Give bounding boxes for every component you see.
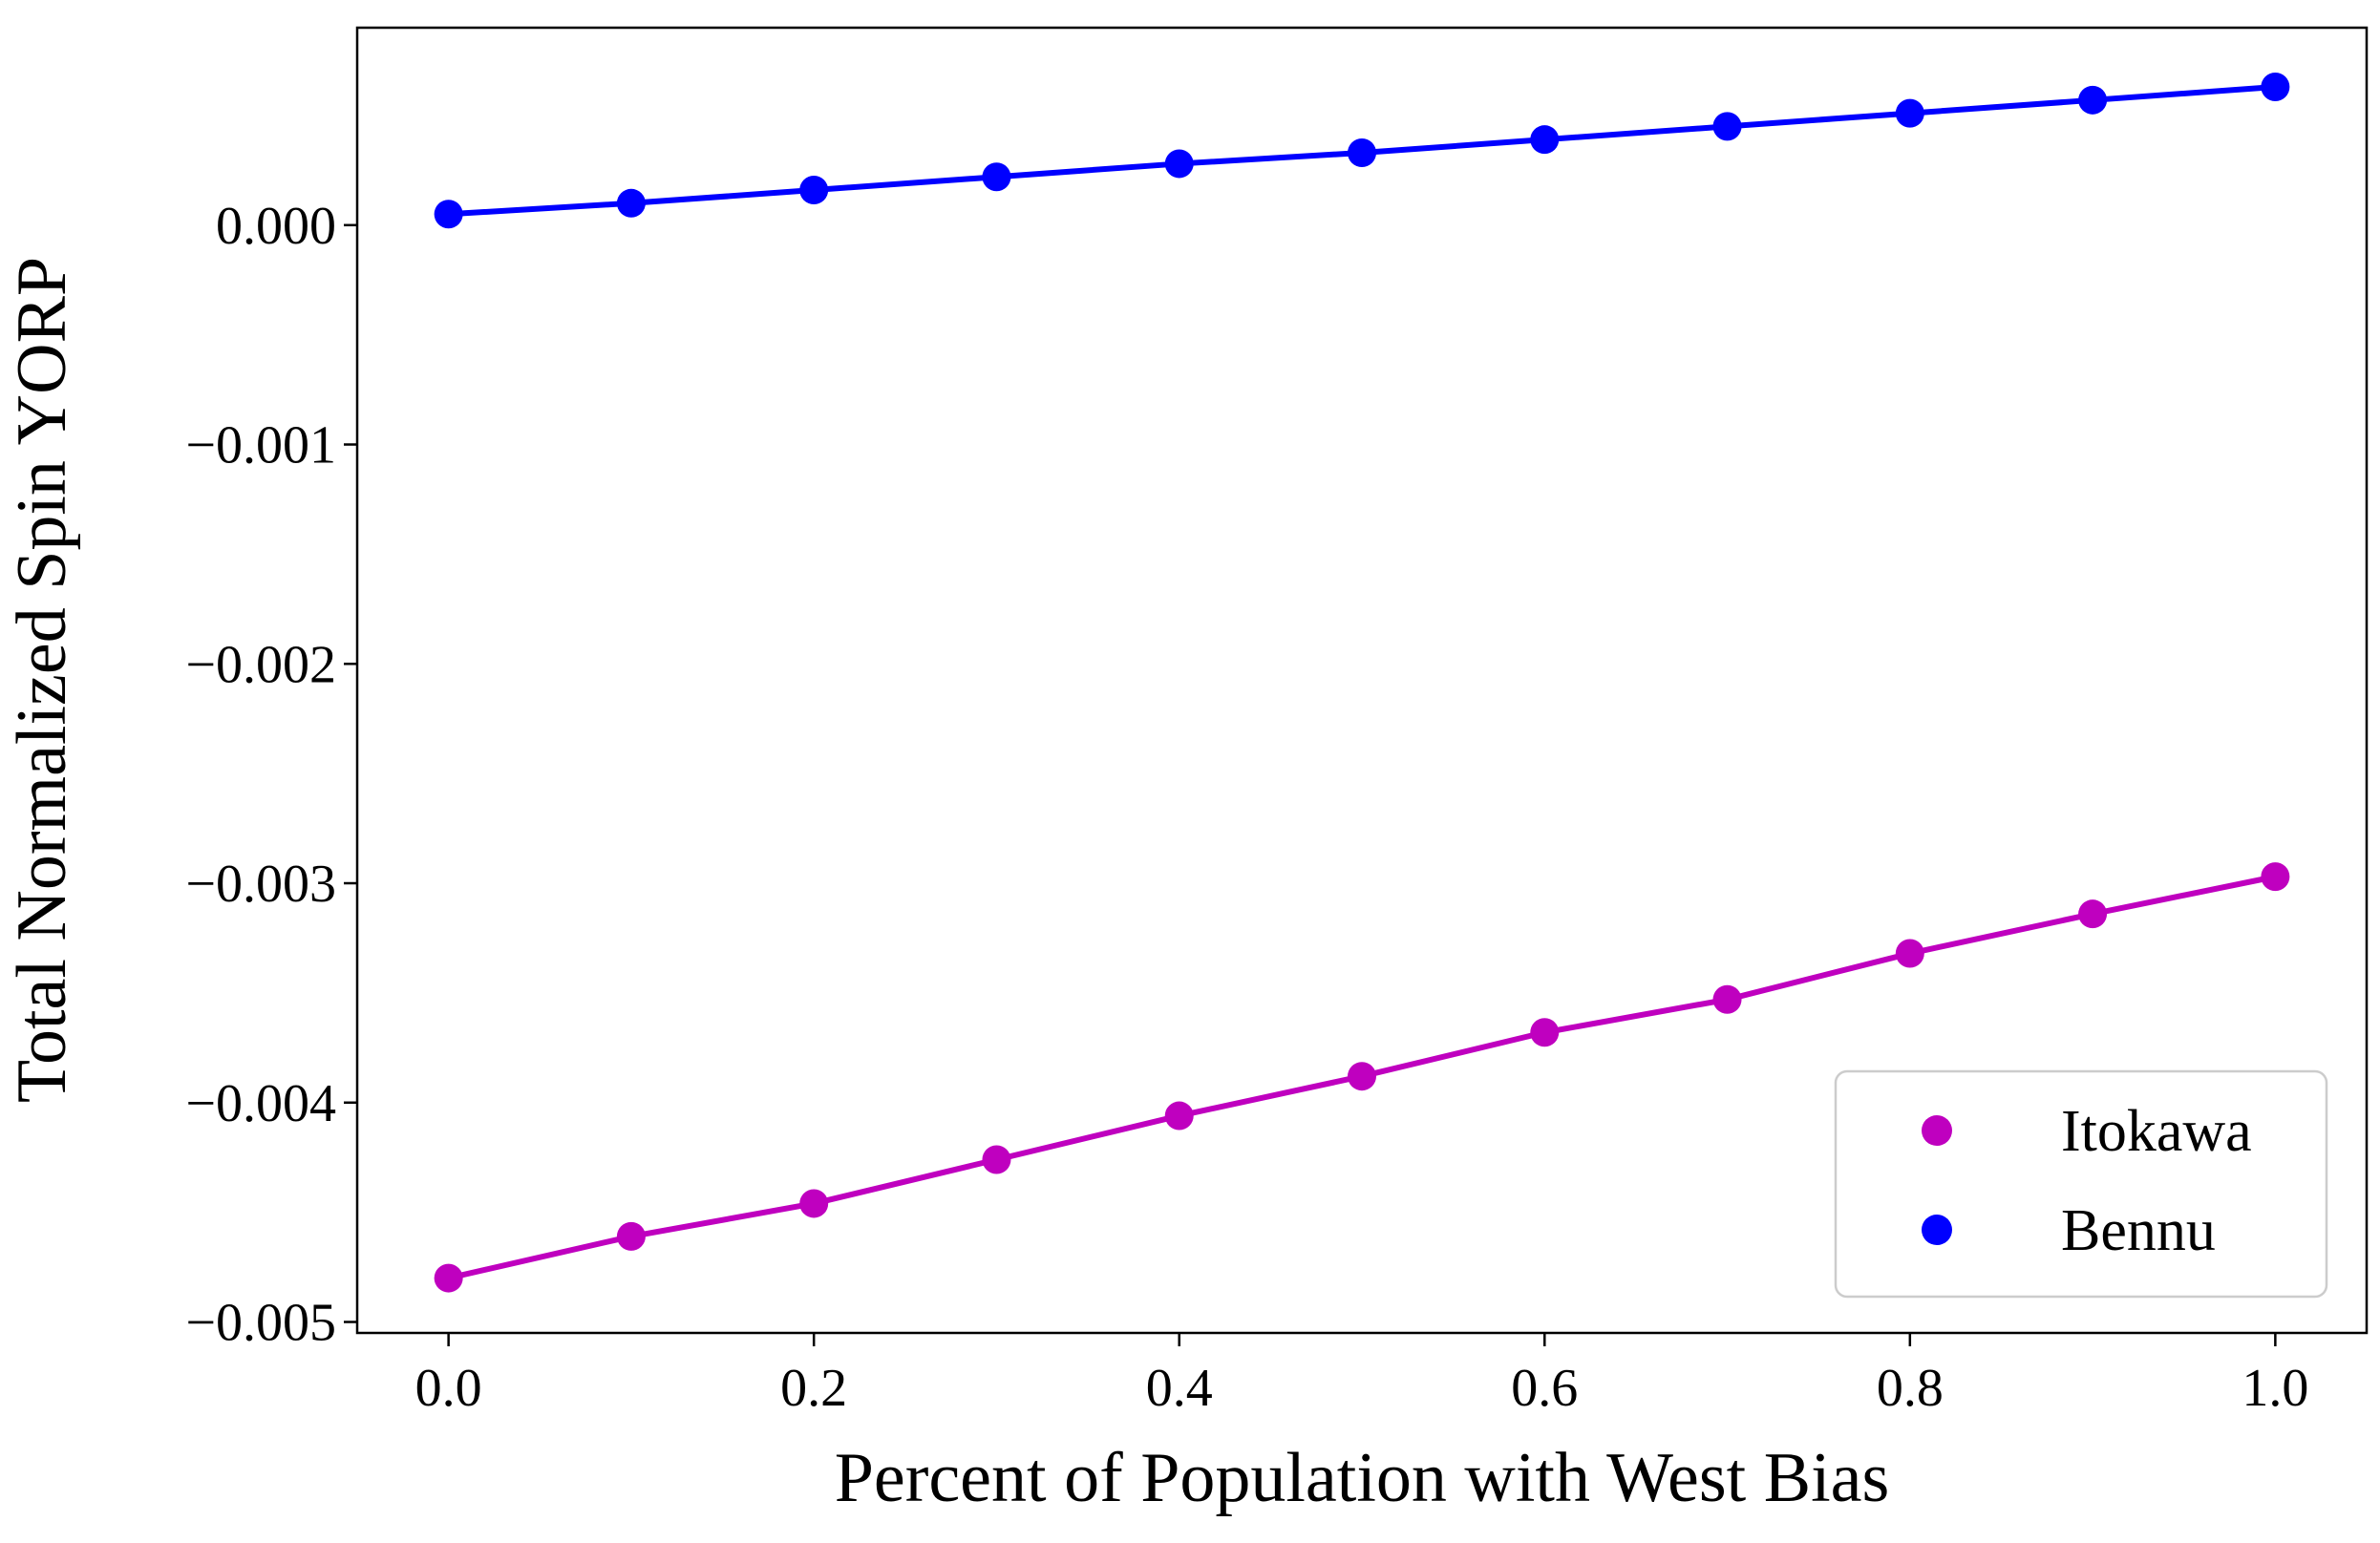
data-point-itokawa	[1895, 939, 1924, 968]
data-point-bennu	[434, 200, 463, 229]
series-layer	[434, 73, 2290, 1293]
y-tick-label: −0.002	[185, 635, 336, 694]
y-axis-ticks: 0.000 −0.001 −0.002 −0.003 −0.004 −0.005	[185, 197, 357, 1353]
y-tick-label: −0.001	[185, 416, 336, 476]
x-tick-label: 0.4	[1146, 1359, 1213, 1418]
data-point-itokawa	[1530, 1018, 1560, 1047]
data-point-bennu	[1348, 137, 1376, 167]
x-tick-label: 0.8	[1877, 1359, 1944, 1418]
data-point-itokawa	[2078, 899, 2108, 929]
data-point-bennu	[616, 188, 646, 218]
data-point-bennu	[799, 176, 829, 205]
series-itokawa	[434, 862, 2290, 1293]
data-point-itokawa	[434, 1263, 463, 1293]
x-tick-label: 0.0	[415, 1359, 482, 1418]
data-point-bennu	[1530, 125, 1560, 155]
data-point-itokawa	[1348, 1062, 1376, 1091]
data-point-bennu	[2261, 73, 2290, 102]
x-tick-label: 0.6	[1511, 1359, 1578, 1418]
legend-frame	[1834, 1069, 2328, 1299]
data-point-itokawa	[982, 1145, 1011, 1174]
x-axis-ticks: 0.0 0.2 0.4 0.6 0.8 1.0	[415, 1333, 2308, 1418]
legend-label-bennu: Bennu	[2061, 1198, 2216, 1263]
data-point-bennu	[1895, 98, 1924, 128]
y-axis-title: Total Normalized Spin YORP	[3, 257, 81, 1103]
series-bennu	[434, 73, 2290, 229]
data-point-itokawa	[2261, 862, 2290, 892]
legend-label-itokawa: Itokawa	[2061, 1099, 2252, 1164]
legend: Itokawa Bennu	[1834, 1069, 2328, 1299]
x-tick-label: 0.2	[780, 1359, 847, 1418]
y-tick-label: −0.004	[185, 1074, 336, 1133]
y-tick-label: −0.003	[185, 855, 336, 914]
data-point-bennu	[1164, 149, 1194, 179]
data-point-bennu	[982, 162, 1011, 192]
legend-marker-itokawa	[1922, 1115, 1952, 1146]
y-tick-label: −0.005	[185, 1294, 336, 1353]
data-point-itokawa	[1164, 1101, 1194, 1131]
data-point-itokawa	[1712, 984, 1742, 1014]
data-point-bennu	[1712, 112, 1742, 141]
data-point-itokawa	[616, 1221, 646, 1251]
legend-marker-bennu	[1922, 1215, 1952, 1245]
data-point-bennu	[2078, 85, 2108, 115]
y-tick-label: 0.000	[216, 197, 336, 256]
x-tick-label: 1.0	[2242, 1359, 2308, 1418]
data-point-itokawa	[799, 1189, 829, 1218]
plot-frame	[355, 26, 2369, 1335]
x-axis-title: Percent of Population with West Bias	[835, 1439, 1890, 1517]
